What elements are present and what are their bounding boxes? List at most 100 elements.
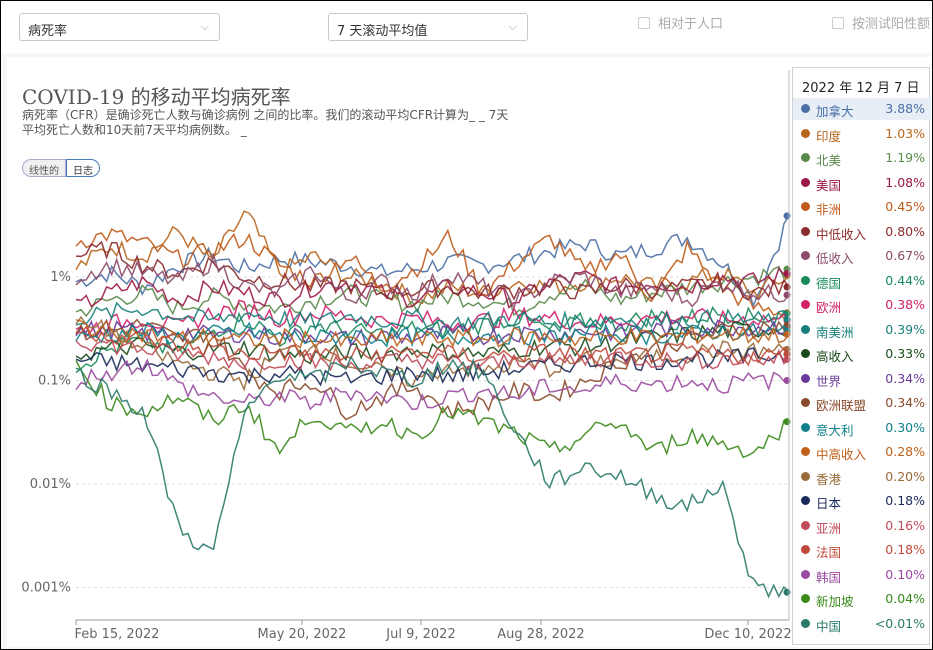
legend-dot-icon [801, 471, 810, 481]
tooltip-series-name: 高收入 [816, 349, 854, 364]
tooltip-row: 新加坡 0.04% [793, 588, 931, 610]
tooltip-row: 法国 0.18% [793, 539, 931, 561]
tooltip-series-name: 中高收入 [816, 447, 867, 462]
legend-dot-icon [801, 251, 810, 260]
tooltip-series-name: 世界 [816, 373, 842, 389]
tooltip-series-value: 0.80% [885, 223, 925, 239]
tooltip-series-name: 中国 [816, 618, 842, 634]
tooltip-series-value: 0.45% [885, 199, 925, 214]
interval-select[interactable]: 7 天滚动平均值 ⌵ [328, 13, 528, 41]
chevron-down-icon: ⌵ [200, 20, 209, 33]
y-tick-label: 0.01% [30, 477, 71, 492]
tooltip-series-value: 0.30% [885, 419, 925, 435]
series-line [75, 321, 790, 365]
legend-dot-icon [801, 324, 810, 334]
legend-dot-icon [801, 520, 810, 530]
legend-dot-icon [801, 373, 810, 383]
x-tick-label: Feb 15, 2022 [74, 627, 159, 642]
tooltip-series-name: 低收入 [816, 251, 854, 266]
tooltip-series-name: 中低收入 [816, 226, 867, 242]
tooltip-series-name: 新加坡 [816, 594, 854, 609]
y-tick-label: 0.001% [21, 581, 71, 596]
legend-dot-icon [801, 153, 810, 162]
test-positive-checkbox[interactable]: 按测试阳性额 [832, 13, 930, 32]
legend-dot-icon [801, 226, 810, 236]
tooltip-row: 亚洲 0.16% [793, 515, 931, 537]
series-line [75, 338, 790, 375]
x-tick-label: Dec 10, 2022 [704, 627, 791, 642]
series-line [75, 319, 790, 350]
tooltip-series-name: 意大利 [816, 422, 854, 438]
per-capita-label: 相对于人口 [658, 17, 724, 32]
legend-dot-icon [801, 545, 810, 554]
legend-dot-icon [801, 496, 810, 505]
tooltip-series-value: 0.34% [885, 370, 925, 386]
tooltip-row: 南美洲 0.39% [793, 319, 931, 341]
legend-dot-icon [801, 594, 810, 603]
tooltip-series-name: 德国 [816, 275, 842, 291]
tooltip-series-value: 0.44% [885, 272, 925, 288]
tooltip-series-name: 印度 [816, 128, 842, 144]
tooltip-row: 北美 1.19% [793, 147, 931, 169]
tooltip-series-value: 0.33% [885, 346, 925, 361]
series-line [75, 299, 790, 338]
series-line [75, 325, 790, 367]
linear-scale-button[interactable]: 线性的 [22, 159, 66, 177]
tooltip-series-value: 0.67% [885, 248, 925, 263]
x-axis: Feb 15, 2022 May 20, 2022 Jul 9, 2022 Aug 2… [74, 619, 792, 642]
tooltip-row: 香港 0.20% [793, 466, 931, 488]
per-capita-checkbox[interactable]: 相对于人口 [638, 13, 723, 32]
test-positive-label: 按测试阳性额 [852, 17, 931, 32]
tooltip-row: 美国 1.08% [793, 172, 931, 194]
tooltip-series-value: 0.04% [885, 591, 925, 606]
y-tick-label: 0.1% [38, 374, 71, 389]
tooltip-row: 中高收入 0.28% [793, 441, 931, 463]
series-line [75, 347, 790, 387]
interval-select-value: 7 天滚动平均值 [337, 24, 428, 39]
y-tick-label: 1% [50, 270, 71, 285]
checkbox-icon [638, 17, 650, 29]
tooltip-row: 中低收入 0.80% [793, 221, 931, 243]
tooltip-series-value: 0.39% [885, 321, 925, 337]
tooltip-series-name: 加拿大 [816, 104, 854, 119]
tooltip-series-name: 法国 [816, 545, 842, 560]
tooltip-series-name: 韩国 [816, 569, 842, 585]
x-tick-label: May 20, 2022 [258, 627, 347, 642]
series-line [75, 252, 790, 310]
y-axis-labels: 1% 0.1% 0.01% 0.001% [21, 270, 71, 596]
scale-toggle: 线性的 日志 [22, 159, 100, 177]
tooltip-row: 日本 0.18% [793, 490, 931, 512]
legend-dot-icon [801, 618, 810, 628]
checkbox-icon [832, 17, 844, 29]
tooltip-series-name: 欧洲 [816, 300, 842, 315]
legend-dot-icon [801, 202, 810, 211]
tooltip-series-value: 0.16% [885, 517, 925, 533]
tooltip-date: 2022 年 12 月 7 日 [802, 81, 920, 96]
chart-subtitle: 病死率（CFR）是确诊死亡人数与确诊病例 之间的比率。我们的滚动平均CFR计算为… [22, 108, 509, 137]
series-line [75, 321, 790, 348]
series-line [75, 318, 790, 421]
tooltip-series-value: 1.19% [885, 150, 925, 165]
log-scale-button[interactable]: 日志 [66, 159, 100, 177]
series-line [75, 358, 790, 411]
series-line [75, 228, 790, 320]
tooltip-series-value: 0.10% [885, 566, 925, 582]
tooltip-series-name: 亚洲 [816, 520, 842, 536]
tooltip-series-value: 0.18% [885, 493, 925, 508]
tooltip-row: 世界 0.34% [793, 368, 931, 390]
tooltip-series-value: 0.34% [885, 395, 925, 410]
tooltip-series-value: 0.38% [885, 297, 925, 312]
series-line [75, 266, 790, 309]
series-lines [75, 70, 791, 620]
legend-dot-icon [801, 275, 810, 285]
legend-dot-icon [801, 447, 810, 456]
tooltip-series-name: 美国 [816, 177, 842, 193]
tooltip-series-name: 北美 [816, 153, 842, 168]
hover-tooltip: 2022 年 12 月 7 日 加拿大 3.88% 印度 1.03% 北美 1.19% 美国… [792, 67, 931, 645]
metric-select[interactable]: 病死率 ⌵ [19, 13, 220, 41]
series-line [75, 360, 790, 459]
tooltip-series-name: 非洲 [816, 202, 842, 217]
series-line [75, 355, 790, 599]
tooltip-row: 欧洲 0.38% [793, 294, 931, 316]
tooltip-row: 韩国 0.10% [793, 564, 931, 586]
